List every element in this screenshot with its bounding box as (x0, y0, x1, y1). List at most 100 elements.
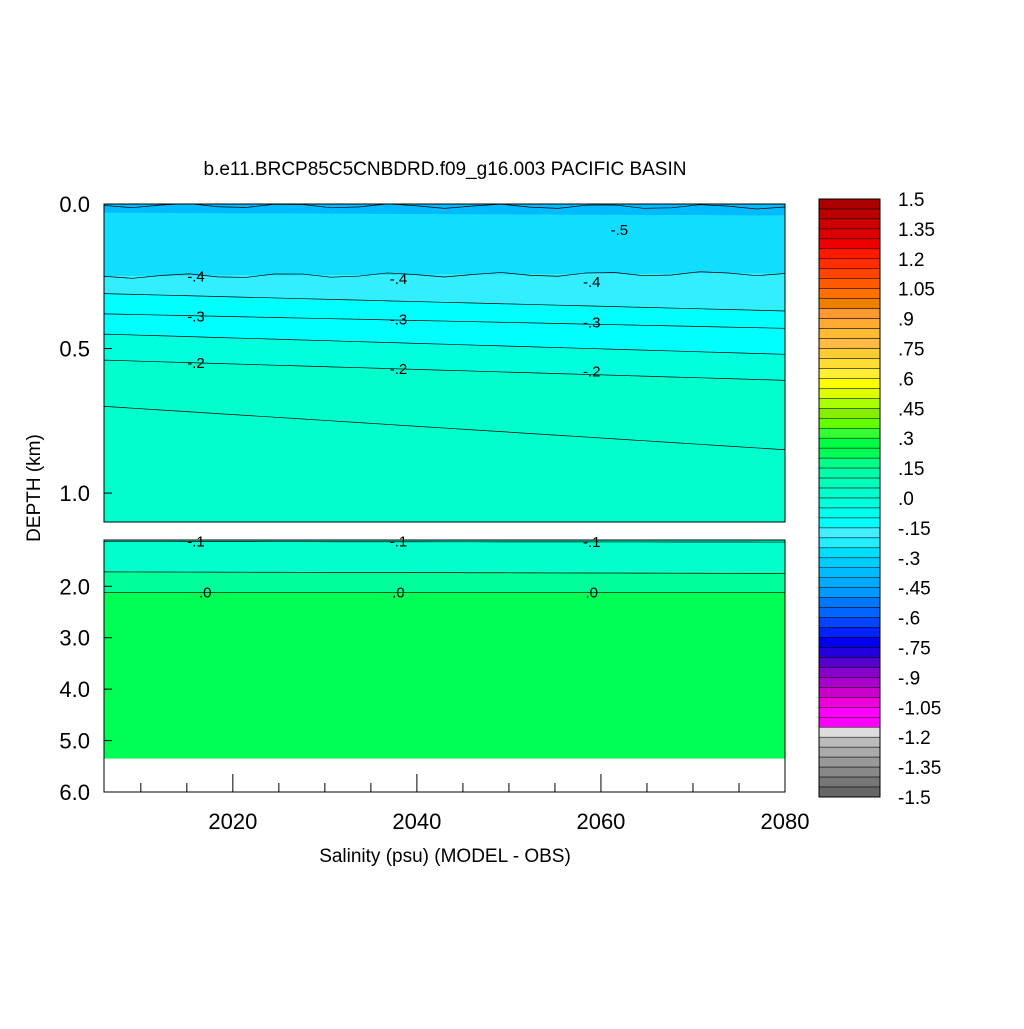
contour-line (104, 204, 785, 210)
y-tick-label: 6.0 (59, 780, 90, 805)
y-axis-label: DEPTH (km) (24, 434, 45, 542)
colorbar-swatch (818, 427, 881, 439)
colorbar-label: 1.35 (898, 220, 935, 241)
colorbar-label: .0 (898, 489, 914, 510)
y-tick-label: 0.0 (59, 192, 90, 217)
contour-line (104, 313, 785, 329)
colorbar-swatch (818, 537, 881, 549)
contour-label: -.2 (390, 361, 408, 378)
contour-line (104, 333, 785, 355)
colorbar-swatch (818, 527, 881, 539)
x-tick-label: 2040 (392, 809, 441, 834)
depth-band (104, 592, 785, 759)
contour-label: -.4 (583, 274, 601, 291)
colorbar-swatch (818, 736, 881, 748)
colorbar-label: -.3 (898, 549, 920, 570)
colorbar-swatch (818, 418, 881, 429)
colorbar-label: .6 (898, 369, 914, 390)
chart-title: b.e11.BRCP85C5CNBDRD.f09_g16.003 PACIFIC… (204, 159, 687, 180)
colorbar-swatch (818, 378, 881, 389)
contour-label: -.3 (390, 312, 408, 329)
colorbar-swatch (818, 328, 881, 339)
contour-line (104, 406, 785, 451)
colorbar-label: .3 (898, 429, 914, 450)
colorbar-swatch (818, 766, 881, 778)
contour-line (104, 271, 785, 279)
colorbar-label: 1.5 (898, 190, 924, 211)
colorbar-swatch (818, 358, 881, 369)
upper-panel-contours (104, 204, 785, 451)
colorbar-swatch (818, 587, 881, 598)
x-tick-label: 2080 (761, 809, 810, 834)
y-tick-label: 1.0 (59, 481, 90, 506)
contour-line (104, 359, 785, 381)
y-tick-label: 0.5 (59, 337, 90, 362)
colorbar-label: .9 (898, 310, 914, 331)
y-tick-label: 3.0 (59, 626, 90, 651)
colorbar-swatch (818, 288, 881, 299)
colorbar-label: 1.05 (898, 280, 935, 301)
colorbar-swatch (818, 517, 881, 529)
colorbar-swatch (818, 657, 881, 668)
colorbar-label: -.6 (898, 609, 920, 630)
colorbar-swatch (818, 497, 881, 509)
contour-band (104, 273, 785, 311)
colorbar-swatch (818, 457, 881, 469)
colorbar-swatch (818, 467, 881, 479)
colorbar-label: .75 (898, 340, 924, 361)
contour-label: -.1 (583, 534, 601, 551)
colorbar-label: .45 (898, 399, 924, 420)
contour-band (104, 334, 785, 381)
colorbar-swatch (818, 477, 881, 489)
colorbar-swatch (818, 567, 881, 578)
colorbar-swatch (818, 348, 881, 359)
contour-band (104, 204, 785, 216)
colorbar-label: -1.35 (898, 758, 941, 779)
colorbar-swatch (818, 597, 881, 608)
colorbar-label: .15 (898, 459, 924, 480)
colorbar-swatch (818, 677, 881, 688)
colorbar-swatch (818, 617, 881, 628)
colorbar-swatch (818, 268, 881, 279)
colorbar-swatch (818, 198, 881, 210)
colorbar-label: 1.2 (898, 250, 924, 271)
colorbar-swatch (818, 687, 881, 698)
x-tick-label: 2060 (576, 809, 625, 834)
x-axis-ticks: 2020 2040 2060 2080 (140, 774, 810, 834)
contour-labels: -.5 -.4 -.4 -.4 -.3 -.3 -.3 -.2 -.2 -.2 -.1 -.1 -.1.… (187, 222, 628, 601)
contour-label: -.5 (611, 222, 629, 239)
contour-band (104, 360, 785, 522)
colorbar-swatch (818, 398, 881, 409)
colorbar-label: -1.5 (898, 788, 931, 809)
colorbar-swatch (818, 547, 881, 559)
y-tick-label: 5.0 (59, 729, 90, 754)
colorbar-swatch (818, 746, 881, 758)
contour-label: -.4 (390, 271, 408, 288)
upper-panel-fill (104, 204, 785, 522)
colorbar-swatch (818, 447, 881, 459)
colorbar-swatch (818, 308, 881, 319)
contour-label: -.3 (187, 309, 205, 326)
colorbar-swatch (818, 258, 881, 270)
colorbar-label: -1.05 (898, 698, 941, 719)
upper-panel-frame (103, 203, 786, 523)
colorbar-swatch (818, 627, 881, 638)
contour-label: -.4 (187, 268, 205, 285)
colorbar-frame (818, 198, 881, 798)
contour-label: .0 (199, 584, 212, 601)
colorbar-label: -.75 (898, 639, 931, 660)
colorbar-label: -.9 (898, 668, 920, 689)
depth-band (104, 540, 785, 572)
contour-line (104, 571, 785, 574)
contour-band (104, 212, 785, 277)
colorbar-swatch (818, 228, 881, 240)
colorbar-swatch (818, 756, 881, 768)
lower-panel-contours (104, 541, 785, 593)
colorbar (818, 198, 881, 798)
x-axis-label: Salinity (psu) (MODEL - OBS) (319, 846, 571, 867)
colorbar-swatch (818, 507, 881, 519)
colorbar-label: -.15 (898, 519, 931, 540)
colorbar-swatch (818, 368, 881, 379)
lower-panel-frame (103, 539, 786, 793)
